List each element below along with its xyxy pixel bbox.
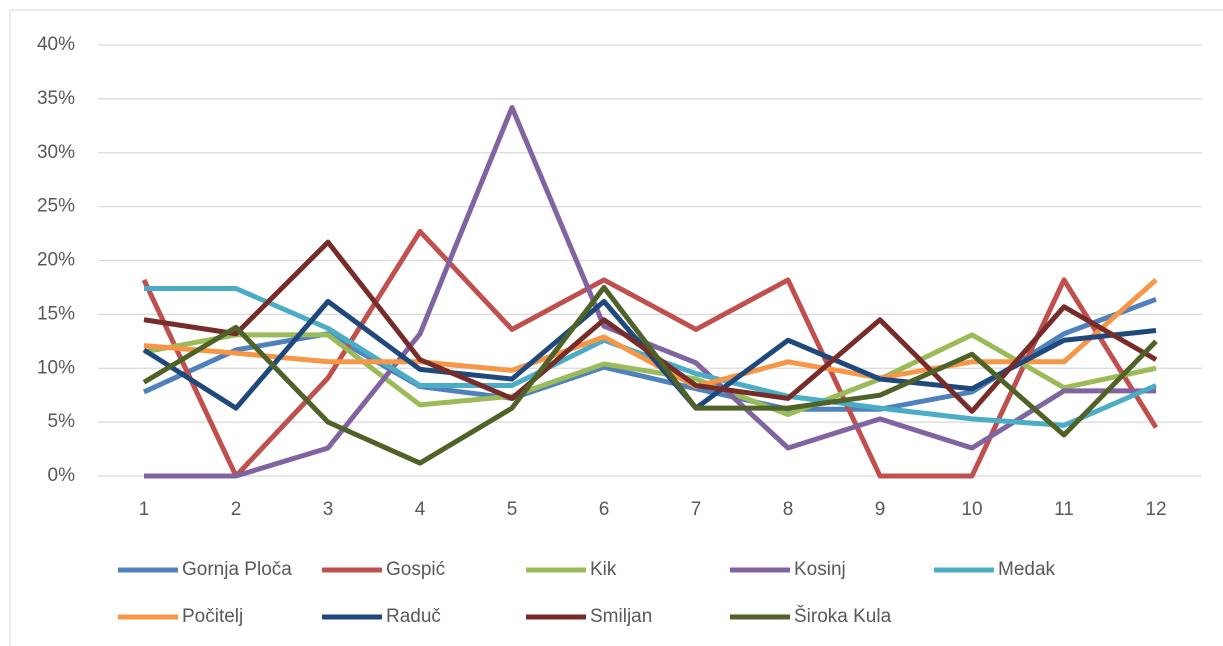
legend-label: Gornja Ploča <box>182 559 292 580</box>
series-line <box>142 284 1158 466</box>
legend-label: Smiljan <box>590 606 652 627</box>
x-tick-label: 5 <box>507 499 518 520</box>
series-line <box>143 332 1157 418</box>
y-tick-label: 0% <box>48 465 76 486</box>
x-tick-label: 7 <box>691 499 702 520</box>
x-tick-label: 12 <box>1145 499 1166 520</box>
x-tick-label: 6 <box>599 499 610 520</box>
legend-label: Široka Kula <box>794 605 892 627</box>
x-tick-label: 9 <box>875 499 886 520</box>
x-tick-label: 11 <box>1054 499 1074 520</box>
x-tick-label: 2 <box>231 499 242 520</box>
y-tick-label: 15% <box>37 303 75 324</box>
legend-label: Kosinj <box>794 559 846 580</box>
y-tick-label: 40% <box>37 34 75 55</box>
x-tick-label: 4 <box>415 499 426 520</box>
legend-label: Kik <box>590 559 617 580</box>
y-tick-label: 35% <box>37 88 75 109</box>
series-line <box>141 228 1159 479</box>
y-tick-label: 10% <box>37 357 75 378</box>
legend-label: Gospić <box>386 559 445 580</box>
y-tick-label: 25% <box>37 196 75 217</box>
series-line <box>143 239 1158 414</box>
legend-label: Raduč <box>386 606 441 627</box>
x-tick-label: 8 <box>783 499 794 520</box>
x-tick-label: 1 <box>139 499 150 520</box>
legend-label: Počitelj <box>182 606 243 627</box>
x-tick-label: 3 <box>323 499 334 520</box>
y-tick-label: 20% <box>37 250 75 271</box>
y-tick-label: 5% <box>48 411 76 432</box>
y-tick-label: 30% <box>37 142 75 163</box>
legend-label: Medak <box>998 559 1056 580</box>
x-tick-label: 10 <box>961 499 982 520</box>
series-line <box>143 278 1158 390</box>
